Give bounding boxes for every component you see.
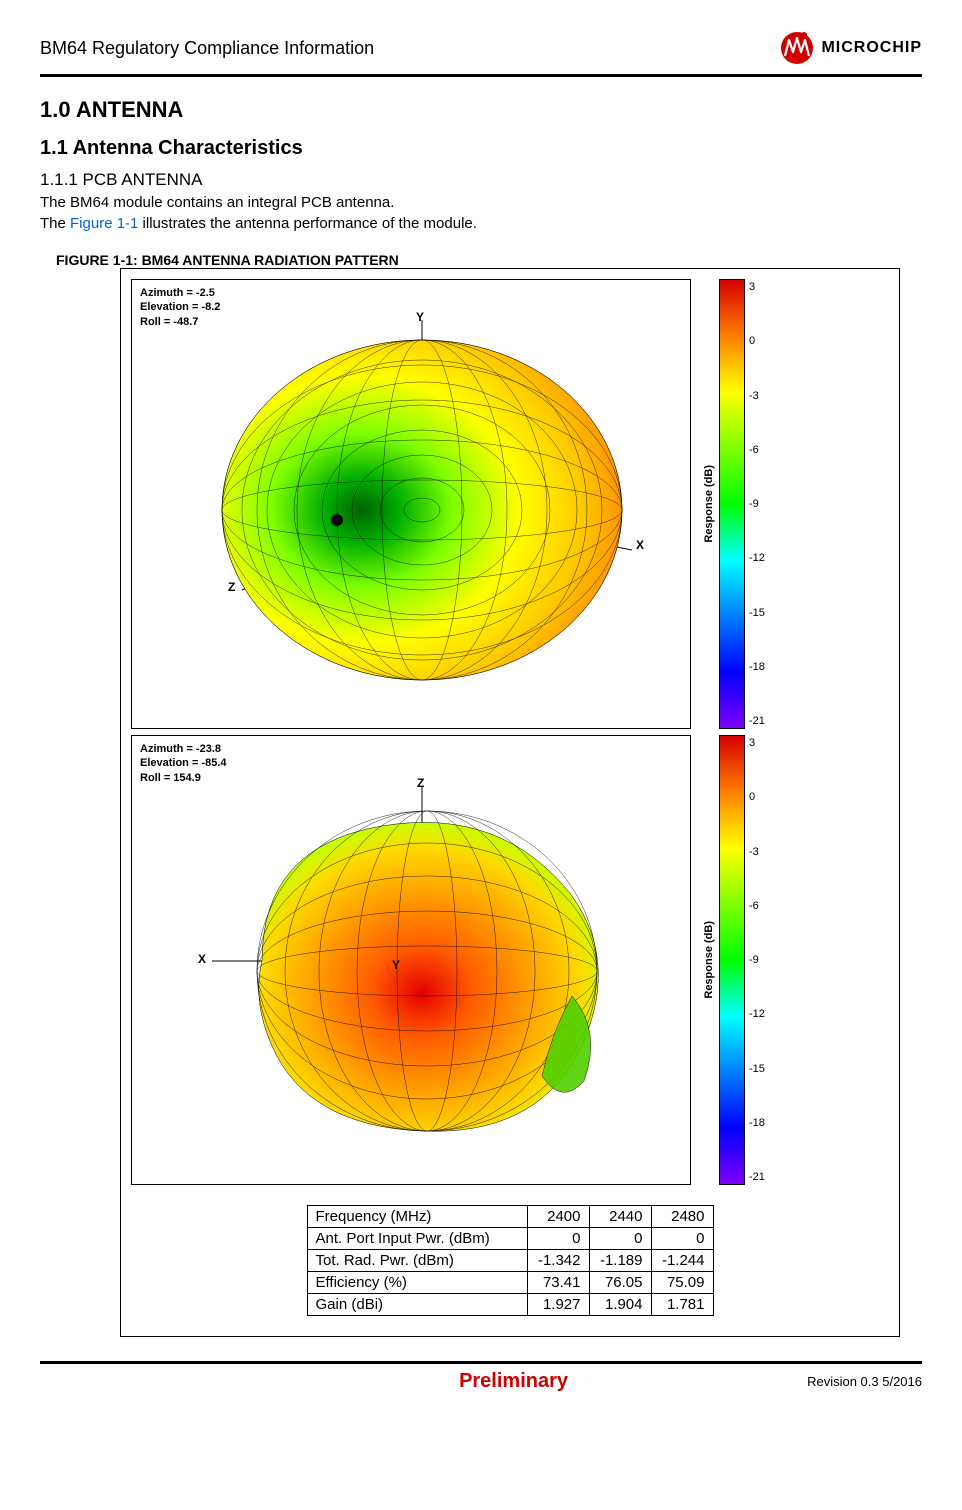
colorbar-2: Response (dB) 3 0 -3 -6 -9 -12 -15 -18 -21 — [701, 735, 765, 1185]
table-row-label: Ant. Port Input Pwr. (dBm) — [307, 1228, 527, 1250]
table-cell: 76.05 — [589, 1272, 651, 1294]
logo: MICROCHIP — [779, 30, 922, 66]
colorbar-tick: -3 — [749, 846, 765, 858]
table-cell: 0 — [527, 1228, 589, 1250]
table-cell: -1.189 — [589, 1250, 651, 1272]
page-header: BM64 Regulatory Compliance Information M… — [40, 30, 922, 77]
colorbar-tick: 0 — [749, 335, 765, 347]
colorbar-tick: -21 — [749, 715, 765, 727]
revision-label: Revision 0.3 5/2016 — [807, 1374, 922, 1389]
colorbar-2-label: Response (dB) — [703, 921, 715, 999]
body-line-2b: illustrates the antenna performance of t… — [138, 215, 477, 232]
radiation-plot-1: Azimuth = -2.5 Elevation = -8.2 Roll = -… — [131, 279, 691, 729]
plot1-x-label: X — [636, 538, 644, 552]
table-row: Gain (dBi)1.9271.9041.781 — [307, 1294, 713, 1316]
plot-row-1: Azimuth = -2.5 Elevation = -8.2 Roll = -… — [131, 279, 889, 729]
table-row-label: Efficiency (%) — [307, 1272, 527, 1294]
table-row: Frequency (MHz)240024402480 — [307, 1206, 713, 1228]
body-line-2a: The — [40, 215, 70, 232]
table-cell: 0 — [651, 1228, 713, 1250]
colorbar-tick: -21 — [749, 1171, 765, 1183]
table-cell: 75.09 — [651, 1272, 713, 1294]
colorbar-1: Response (dB) 3 0 -3 -6 -9 -12 -15 -18 -21 — [701, 279, 765, 729]
table-cell: 0 — [589, 1228, 651, 1250]
figure-link[interactable]: Figure 1-1 — [70, 215, 138, 232]
colorbar-tick: 0 — [749, 791, 765, 803]
radiation-plot-2: Azimuth = -23.8 Elevation = -85.4 Roll =… — [131, 735, 691, 1185]
plot2-x-label: X — [198, 952, 206, 966]
page-footer: Preliminary Revision 0.3 5/2016 — [40, 1361, 922, 1393]
table-row: Ant. Port Input Pwr. (dBm)000 — [307, 1228, 713, 1250]
table-row: Tot. Rad. Pwr. (dBm)-1.342-1.189-1.244 — [307, 1250, 713, 1272]
colorbar-tick: -9 — [749, 954, 765, 966]
table-cell: 1.904 — [589, 1294, 651, 1316]
colorbar-2-ticks: 3 0 -3 -6 -9 -12 -15 -18 -21 — [749, 735, 765, 1185]
colorbar-tick: -6 — [749, 444, 765, 456]
colorbar-1-bar — [719, 279, 745, 729]
colorbar-tick: 3 — [749, 737, 765, 749]
plot2-z-label: Z — [417, 776, 424, 790]
table-cell: 73.41 — [527, 1272, 589, 1294]
plot2-svg — [132, 736, 692, 1186]
colorbar-tick: -18 — [749, 661, 765, 673]
colorbar-tick: -12 — [749, 552, 765, 564]
heading-3: 1.1.1 PCB ANTENNA — [40, 170, 922, 190]
table-row-label: Gain (dBi) — [307, 1294, 527, 1316]
table-row-label: Frequency (MHz) — [307, 1206, 527, 1228]
colorbar-tick: -18 — [749, 1117, 765, 1129]
table-cell: -1.342 — [527, 1250, 589, 1272]
plot-row-2: Azimuth = -23.8 Elevation = -85.4 Roll =… — [131, 735, 889, 1185]
colorbar-tick: -12 — [749, 1008, 765, 1020]
colorbar-tick: -15 — [749, 607, 765, 619]
plot1-y-label: Y — [416, 310, 424, 324]
table-row: Efficiency (%)73.4176.0575.09 — [307, 1272, 713, 1294]
figure-container: Azimuth = -2.5 Elevation = -8.2 Roll = -… — [120, 268, 900, 1337]
body-line-2: The Figure 1-1 illustrates the antenna p… — [40, 213, 922, 234]
table-cell: -1.244 — [651, 1250, 713, 1272]
plot1-z-label: Z — [228, 580, 235, 594]
logo-text: MICROCHIP — [821, 39, 922, 57]
colorbar-tick: -15 — [749, 1063, 765, 1075]
colorbar-1-ticks: 3 0 -3 -6 -9 -12 -15 -18 -21 — [749, 279, 765, 729]
table-cell: 2440 — [589, 1206, 651, 1228]
table-row-label: Tot. Rad. Pwr. (dBm) — [307, 1250, 527, 1272]
figure-caption: FIGURE 1-1: BM64 ANTENNA RADIATION PATTE… — [56, 252, 922, 268]
table-cell: 1.927 — [527, 1294, 589, 1316]
colorbar-1-label: Response (dB) — [703, 465, 715, 543]
colorbar-tick: -3 — [749, 390, 765, 402]
table-cell: 2480 — [651, 1206, 713, 1228]
colorbar-tick: 3 — [749, 281, 765, 293]
heading-1: 1.0 ANTENNA — [40, 97, 922, 123]
plot2-y-label: Y — [392, 958, 400, 972]
performance-table: Frequency (MHz)240024402480Ant. Port Inp… — [307, 1205, 714, 1316]
colorbar-tick: -6 — [749, 900, 765, 912]
colorbar-2-bar — [719, 735, 745, 1185]
heading-2: 1.1 Antenna Characteristics — [40, 137, 922, 160]
plot1-svg — [132, 280, 692, 730]
colorbar-tick: -9 — [749, 498, 765, 510]
microchip-logo-icon — [779, 30, 815, 66]
document-title: BM64 Regulatory Compliance Information — [40, 38, 374, 59]
preliminary-label: Preliminary — [459, 1370, 568, 1393]
table-cell: 2400 — [527, 1206, 589, 1228]
body-line-1: The BM64 module contains an integral PCB… — [40, 192, 922, 213]
table-cell: 1.781 — [651, 1294, 713, 1316]
